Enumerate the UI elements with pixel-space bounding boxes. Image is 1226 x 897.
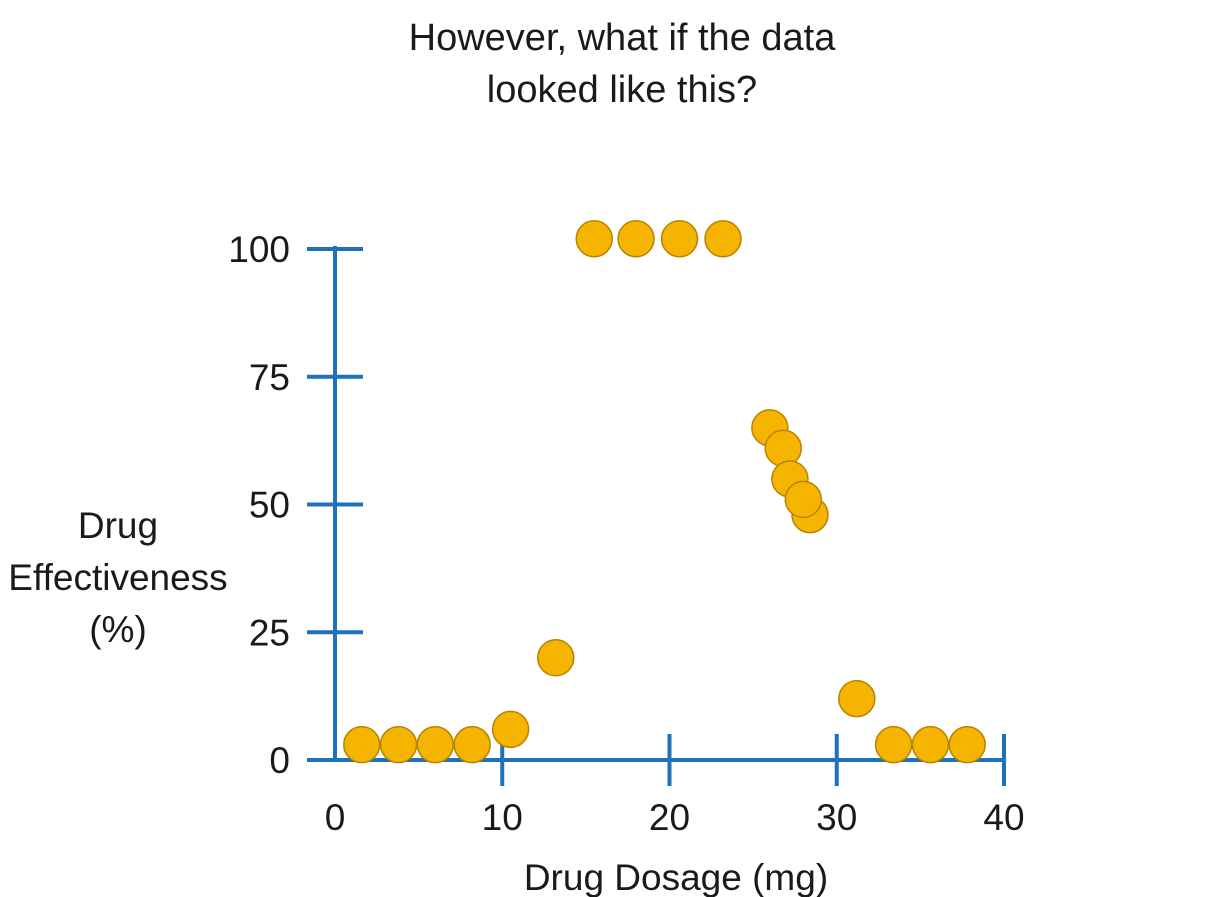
data-point xyxy=(343,725,381,764)
y-tick-label: 25 xyxy=(249,612,290,653)
chart-title-line-2: looked like this? xyxy=(486,69,758,111)
data-point xyxy=(838,679,876,718)
y-axis-label-line-1: Drug xyxy=(78,505,158,546)
x-tick-label: 0 xyxy=(325,797,346,838)
y-axis-label-line-3: (%) xyxy=(89,609,147,650)
data-point xyxy=(704,220,742,258)
chart-title-line-1: However, what if the data xyxy=(408,17,836,59)
data-point xyxy=(874,725,913,764)
data-point xyxy=(537,639,575,677)
data-point xyxy=(948,725,986,764)
data-point xyxy=(416,725,455,764)
y-axis-label-line-2: Effectiveness xyxy=(8,557,227,598)
x-tick-label: 20 xyxy=(649,797,690,838)
y-tick-label: 100 xyxy=(228,229,290,270)
axis-labels: Drug Dosage (mg) Drug Effectiveness (%) xyxy=(8,505,828,897)
data-point xyxy=(491,710,530,749)
x-tick-label: 10 xyxy=(482,797,523,838)
data-point xyxy=(379,725,418,764)
x-axis-label: Drug Dosage (mg) xyxy=(524,857,828,897)
x-tick-label: 40 xyxy=(983,797,1024,838)
ticks: 0 25 50 75 100 0 10 20 30 40 xyxy=(228,229,1024,838)
data-point xyxy=(764,429,802,468)
data-point xyxy=(575,220,613,258)
y-tick-label: 75 xyxy=(249,357,290,398)
y-tick-label: 50 xyxy=(249,485,290,526)
data-points xyxy=(343,220,986,764)
chart-title: However, what if the data looked like th… xyxy=(0,12,1226,116)
data-point xyxy=(660,220,699,258)
data-point xyxy=(784,480,823,519)
axes xyxy=(307,246,1006,762)
x-tick-label: 30 xyxy=(816,797,857,838)
y-tick-label: 0 xyxy=(269,740,290,781)
data-point xyxy=(453,725,491,764)
data-point xyxy=(911,725,950,764)
data-point xyxy=(617,220,655,258)
